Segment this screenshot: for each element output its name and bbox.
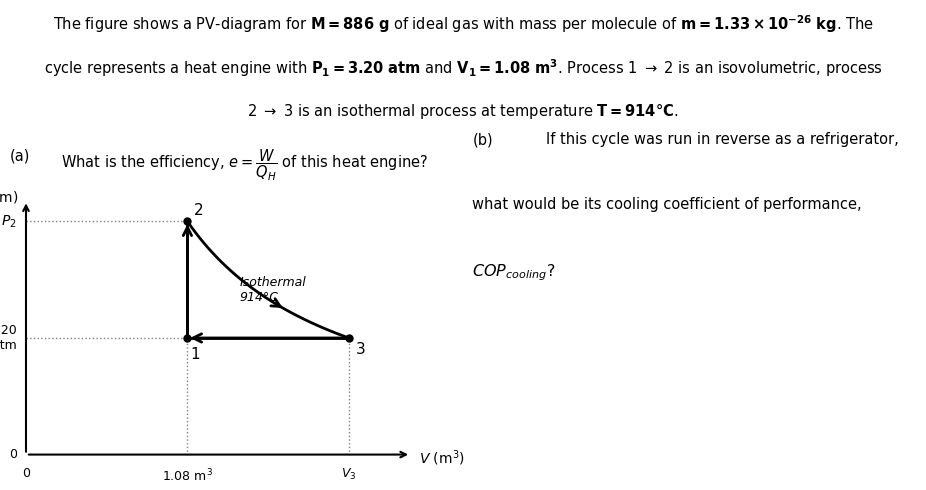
Text: $V_3$: $V_3$ [341, 467, 357, 483]
Text: $P_2$: $P_2$ [2, 213, 17, 230]
Text: The figure shows a PV-diagram for $\mathbf{M = 886\ g}$ of ideal gas with mass p: The figure shows a PV-diagram for $\math… [53, 14, 873, 35]
Text: (a): (a) [10, 148, 31, 163]
Text: 2 $\rightarrow$ 3 is an isothermal process at temperature $\mathbf{T = 914°C}$.: 2 $\rightarrow$ 3 is an isothermal proce… [247, 101, 679, 121]
Text: What is the efficiency, $e = \dfrac{W}{Q_H}$ of this heat engine?: What is the efficiency, $e = \dfrac{W}{Q… [61, 148, 428, 183]
Text: 2: 2 [194, 203, 203, 218]
Text: 1: 1 [191, 347, 200, 362]
Text: $1.08\ \rm m^3$: $1.08\ \rm m^3$ [162, 467, 213, 484]
Text: $p\ (\rm atm)$: $p\ (\rm atm)$ [0, 189, 19, 207]
Text: 0: 0 [22, 467, 30, 480]
Text: (b): (b) [472, 132, 493, 147]
Text: $COP_{cooling}$?: $COP_{cooling}$? [472, 263, 556, 283]
Text: 3: 3 [357, 342, 366, 357]
Text: what would be its cooling coefficient of performance,: what would be its cooling coefficient of… [472, 197, 862, 213]
Text: $V\ (\rm m^3)$: $V\ (\rm m^3)$ [419, 448, 465, 468]
Text: cycle represents a heat engine with $\mathbf{P_1 = 3.20\ atm}$ and $\mathbf{V_1 : cycle represents a heat engine with $\ma… [44, 58, 882, 79]
Text: Isothermal
914°C: Isothermal 914°C [240, 276, 307, 304]
Text: 3.20
atm: 3.20 atm [0, 324, 17, 352]
Text: 0: 0 [9, 448, 17, 461]
Text: If this cycle was run in reverse as a refrigerator,: If this cycle was run in reverse as a re… [546, 132, 899, 147]
